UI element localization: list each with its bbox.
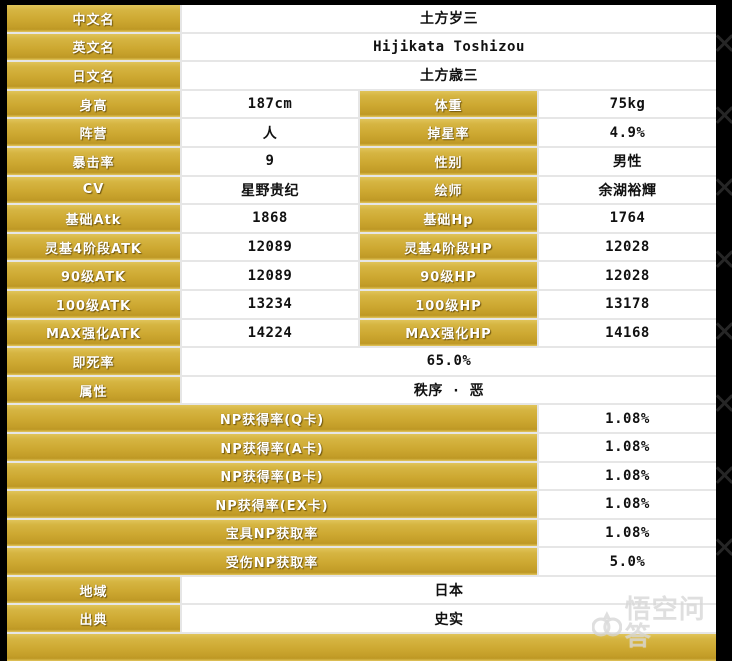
row-value-8-a: 12089 [182, 233, 358, 261]
row-value-20: 日本 [182, 576, 716, 604]
row-value-6-a: 星野贵纪 [182, 176, 358, 204]
row-label-8-b: 灵基4阶段HP [360, 233, 537, 261]
row-label-21: 出典 [7, 605, 180, 633]
row-value-10-b: 13178 [539, 290, 716, 318]
row-label-4-a: 阵营 [7, 119, 180, 146]
row-label-8-a: 灵基4阶段ATK [7, 233, 180, 261]
row-label-1: 英文名 [7, 33, 180, 61]
row-value-17: 1.08% [539, 491, 716, 518]
row-label-5-b: 性别 [360, 147, 537, 175]
row-label-13: 属性 [7, 376, 180, 404]
row-label-18: 宝具NP获取率 [7, 519, 537, 547]
row-value-16: 1.08% [539, 462, 716, 490]
stats-table: 中文名 土方岁三 英文名 Hijikata Toshizou 日文名 土方歳三 身高 187c… [7, 5, 716, 661]
row-label-19: 受伤NP获取率 [7, 548, 537, 575]
row-value-7-a: 1868 [182, 205, 358, 232]
row-value-21: 史实 [182, 605, 716, 633]
row-label-7-b: 基础Hp [360, 205, 537, 232]
row-value-5-a: 9 [182, 147, 358, 175]
row-label-15: NP获得率(A卡) [7, 433, 537, 461]
row-label-17: NP获得率(EX卡) [7, 491, 537, 518]
row-value-2: 土方歳三 [182, 62, 716, 89]
row-value-3-b: 75kg [539, 90, 716, 118]
row-label-16: NP获得率(B卡) [7, 462, 537, 490]
row-label-6-b: 绘师 [360, 176, 537, 204]
row-value-0: 土方岁三 [182, 5, 716, 32]
row-label-3-b: 体重 [360, 90, 537, 118]
row-value-3-a: 187cm [182, 90, 358, 118]
row-value-8-b: 12028 [539, 233, 716, 261]
row-label-6-a: CV [7, 176, 180, 204]
row-label-11-b: MAX强化HP [360, 319, 537, 347]
row-value-14: 1.08% [539, 405, 716, 432]
row-value-6-b: 余湖裕輝 [539, 176, 716, 204]
row-value-1: Hijikata Toshizou [182, 33, 716, 61]
row-label-9-a: 90级ATK [7, 262, 180, 289]
row-label-3-a: 身高 [7, 90, 180, 118]
row-value-11-b: 14168 [539, 319, 716, 347]
character-stats-panel: 中文名 土方岁三 英文名 Hijikata Toshizou 日文名 土方歳三 身高 187c… [7, 5, 716, 661]
row-label-10-b: 100级HP [360, 290, 537, 318]
row-value-18: 1.08% [539, 519, 716, 547]
row-value-9-b: 12028 [539, 262, 716, 289]
row-value-10-a: 13234 [182, 290, 358, 318]
row-value-7-b: 1764 [539, 205, 716, 232]
row-value-5-b: 男性 [539, 147, 716, 175]
row-label-11-a: MAX强化ATK [7, 319, 180, 347]
row-label-4-b: 掉星率 [360, 119, 537, 146]
row-value-9-a: 12089 [182, 262, 358, 289]
row-value-19: 5.0% [539, 548, 716, 575]
row-label-22-strip [7, 634, 716, 661]
row-label-9-b: 90级HP [360, 262, 537, 289]
row-value-15: 1.08% [539, 433, 716, 461]
row-value-12: 65.0% [182, 348, 716, 375]
row-label-14: NP获得率(Q卡) [7, 405, 537, 432]
row-label-20: 地域 [7, 576, 180, 604]
row-value-13: 秩序 · 恶 [182, 376, 716, 404]
row-label-0: 中文名 [7, 5, 180, 32]
row-value-11-a: 14224 [182, 319, 358, 347]
row-label-12: 即死率 [7, 348, 180, 375]
row-label-2: 日文名 [7, 62, 180, 89]
row-label-10-a: 100级ATK [7, 290, 180, 318]
row-label-5-a: 暴击率 [7, 147, 180, 175]
row-value-4-b: 4.9% [539, 119, 716, 146]
row-value-4-a: 人 [182, 119, 358, 146]
row-label-7-a: 基础Atk [7, 205, 180, 232]
